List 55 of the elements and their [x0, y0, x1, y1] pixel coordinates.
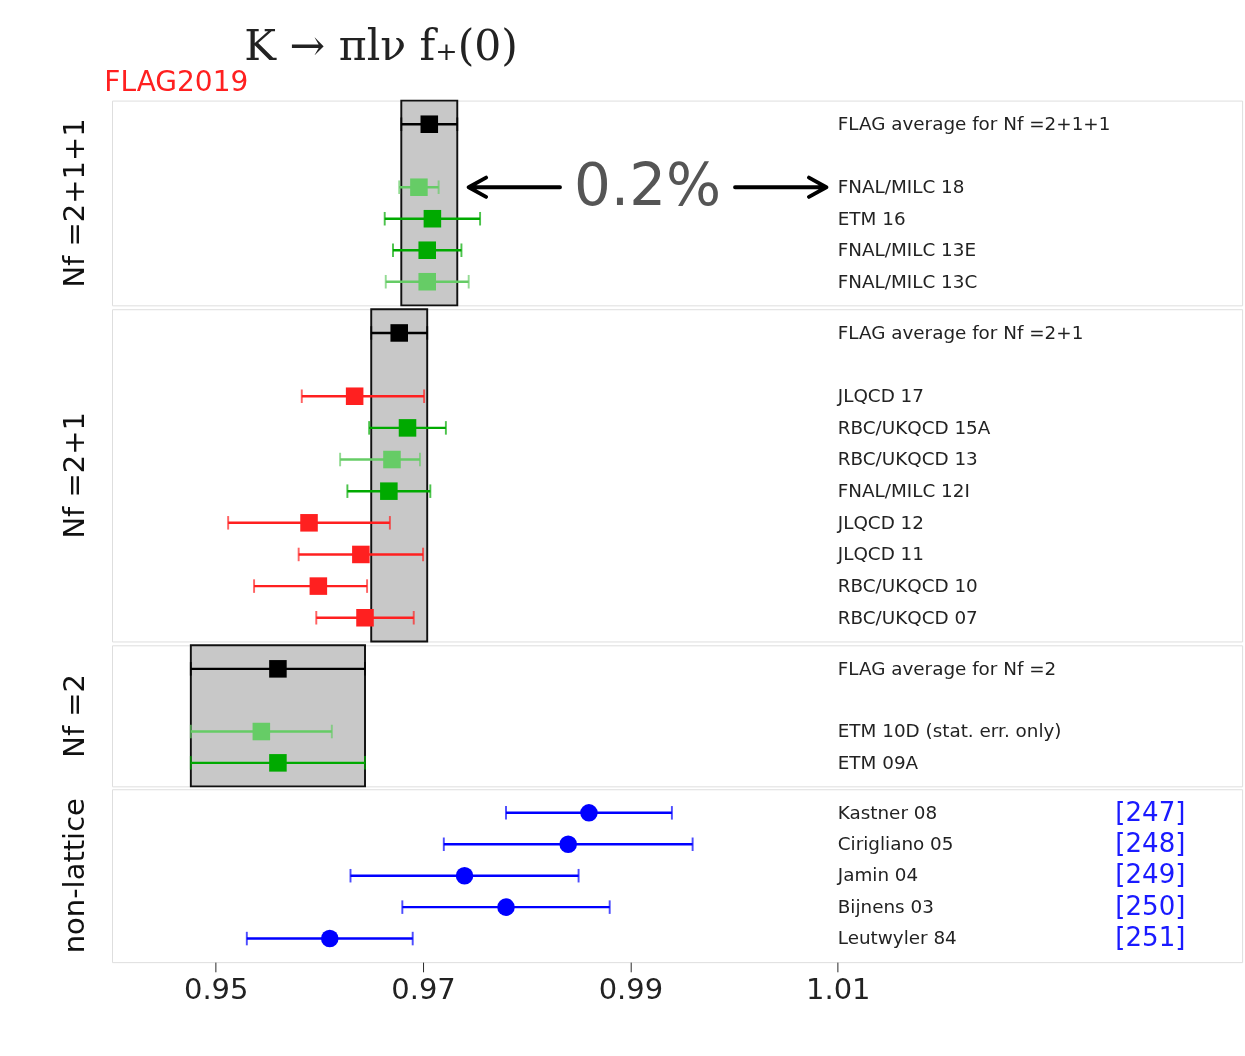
- point: [398, 419, 417, 437]
- point: [380, 482, 398, 500]
- y-axis-title: Nf =2+1: [57, 412, 92, 539]
- y-tick-label: Leutwyler 84: [837, 927, 957, 949]
- point: [383, 450, 401, 469]
- point: [559, 835, 577, 854]
- point: [418, 241, 436, 259]
- y-tick-label: JLQCD 11: [836, 543, 924, 565]
- y-tick-label: Jamin 04: [836, 864, 919, 886]
- y-tick-label: FNAL/MILC 12I: [837, 479, 970, 501]
- y-tick-label: FNAL/MILC 13C: [837, 270, 978, 292]
- y-tick-label: RBC/UKQCD 13: [837, 448, 978, 470]
- annotation: [251]: [1115, 922, 1186, 953]
- annotation: [249]: [1115, 859, 1186, 890]
- y-tick-label: Bijnens 03: [837, 895, 934, 917]
- point: [420, 115, 439, 133]
- point: [300, 514, 318, 532]
- point: [455, 866, 474, 885]
- point: [309, 577, 328, 595]
- y-tick-label: FLAG average for Nf =2+1+1: [837, 113, 1111, 135]
- y-tick-label: FNAL/MILC 13E: [837, 239, 977, 261]
- y-tick-label: RBC/UKQCD 07: [837, 606, 978, 628]
- point: [497, 898, 515, 916]
- y-tick-label: Kastner 08: [837, 801, 938, 823]
- annotation: [247]: [1115, 796, 1186, 827]
- annotation: [248]: [1115, 827, 1186, 858]
- x-tick-label: 0.99: [598, 972, 664, 1007]
- y-axis-title: Nf =2+1+1: [57, 118, 92, 288]
- point: [423, 209, 442, 228]
- y-axis-title: Nf =2: [57, 673, 92, 758]
- y-tick-label: ETM 09A: [837, 751, 919, 773]
- x-tick-label: 0.95: [183, 972, 249, 1007]
- y-tick-label: ETM 10D (stat. err. only): [837, 720, 1062, 742]
- y-tick-label: ETM 16: [837, 207, 906, 229]
- y-axis-title: non-lattice: [57, 798, 92, 954]
- point: [580, 804, 598, 822]
- point: [356, 608, 374, 627]
- point: [320, 929, 339, 948]
- point: [390, 324, 408, 342]
- y-tick-label: RBC/UKQCD 15A: [837, 416, 991, 438]
- y-tick-label: FLAG average for Nf =2+1: [837, 321, 1084, 343]
- y-tick-label: JLQCD 12: [836, 511, 924, 533]
- y-tick-label: FNAL/MILC 18: [837, 176, 965, 198]
- annotation: 0.2%: [573, 150, 722, 219]
- point: [345, 387, 364, 406]
- y-tick-label: FLAG average for Nf =2: [837, 657, 1057, 679]
- point: [418, 272, 436, 291]
- x-tick-label: 0.97: [391, 972, 456, 1007]
- point: [410, 178, 428, 196]
- y-tick-label: Cirigliano 05: [837, 833, 954, 855]
- y-tick-label: JLQCD 17: [836, 385, 924, 407]
- annotation: [250]: [1115, 890, 1186, 921]
- point: [352, 545, 370, 564]
- y-tick-label: RBC/UKQCD 10: [837, 574, 978, 596]
- x-tick-label: 1.01: [805, 972, 871, 1007]
